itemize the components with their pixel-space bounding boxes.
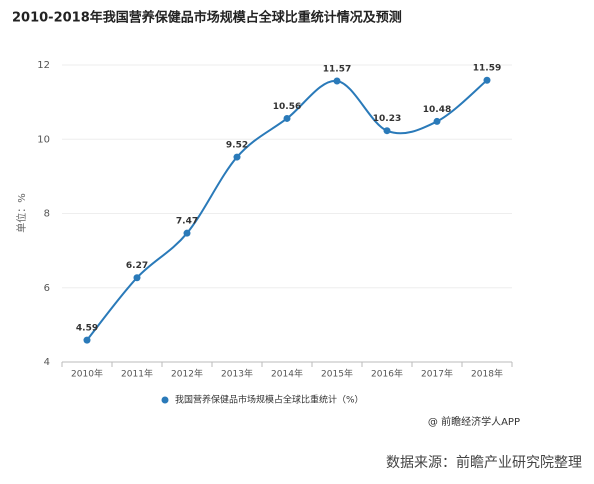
legend-marker — [161, 396, 169, 404]
point — [183, 229, 191, 237]
x-tick-label: 2012年 — [171, 368, 203, 380]
x-tick-label: 2014年 — [271, 368, 303, 380]
y-axis-label: 单位：% — [15, 193, 28, 233]
x-tick-label: 2013年 — [221, 368, 253, 380]
x-tick-label: 2017年 — [421, 368, 453, 380]
y-tick-label: 12 — [37, 60, 50, 71]
y-tick-label: 4 — [44, 357, 50, 368]
point — [83, 336, 91, 344]
data-label: 6.27 — [126, 261, 148, 271]
legend-label: 我国营养保健品市场规模占全球比重统计（%） — [175, 394, 364, 406]
x-tick-label: 2016年 — [371, 368, 403, 380]
point — [333, 77, 341, 85]
x-tick-label: 2018年 — [471, 368, 503, 380]
data-label: 7.47 — [176, 217, 198, 227]
data-label: 10.23 — [373, 114, 401, 124]
point — [433, 117, 441, 125]
data-label: 9.52 — [226, 141, 248, 151]
point — [233, 153, 241, 161]
source: 数据来源：前瞻产业研究院整理 — [386, 454, 582, 471]
x-tick-label: 2010年 — [71, 368, 103, 380]
point — [283, 114, 291, 122]
point — [383, 127, 391, 135]
data-label: 10.48 — [423, 105, 451, 115]
y-tick-label: 8 — [44, 209, 50, 220]
point — [483, 76, 491, 84]
chart-title: 2010-2018年我国营养保健品市场规模占全球比重统计情况及预测 — [12, 10, 402, 26]
data-label: 4.59 — [76, 324, 98, 334]
x-tick-label: 2011年 — [121, 368, 153, 380]
data-label: 10.56 — [273, 102, 301, 112]
footnote: @ 前瞻经济学人APP — [428, 415, 520, 428]
data-label: 11.57 — [323, 64, 351, 74]
data-label: 11.59 — [473, 64, 501, 74]
point — [133, 274, 141, 282]
y-tick-label: 6 — [44, 283, 50, 294]
x-tick-label: 2015年 — [321, 368, 353, 380]
y-tick-label: 10 — [37, 134, 50, 145]
